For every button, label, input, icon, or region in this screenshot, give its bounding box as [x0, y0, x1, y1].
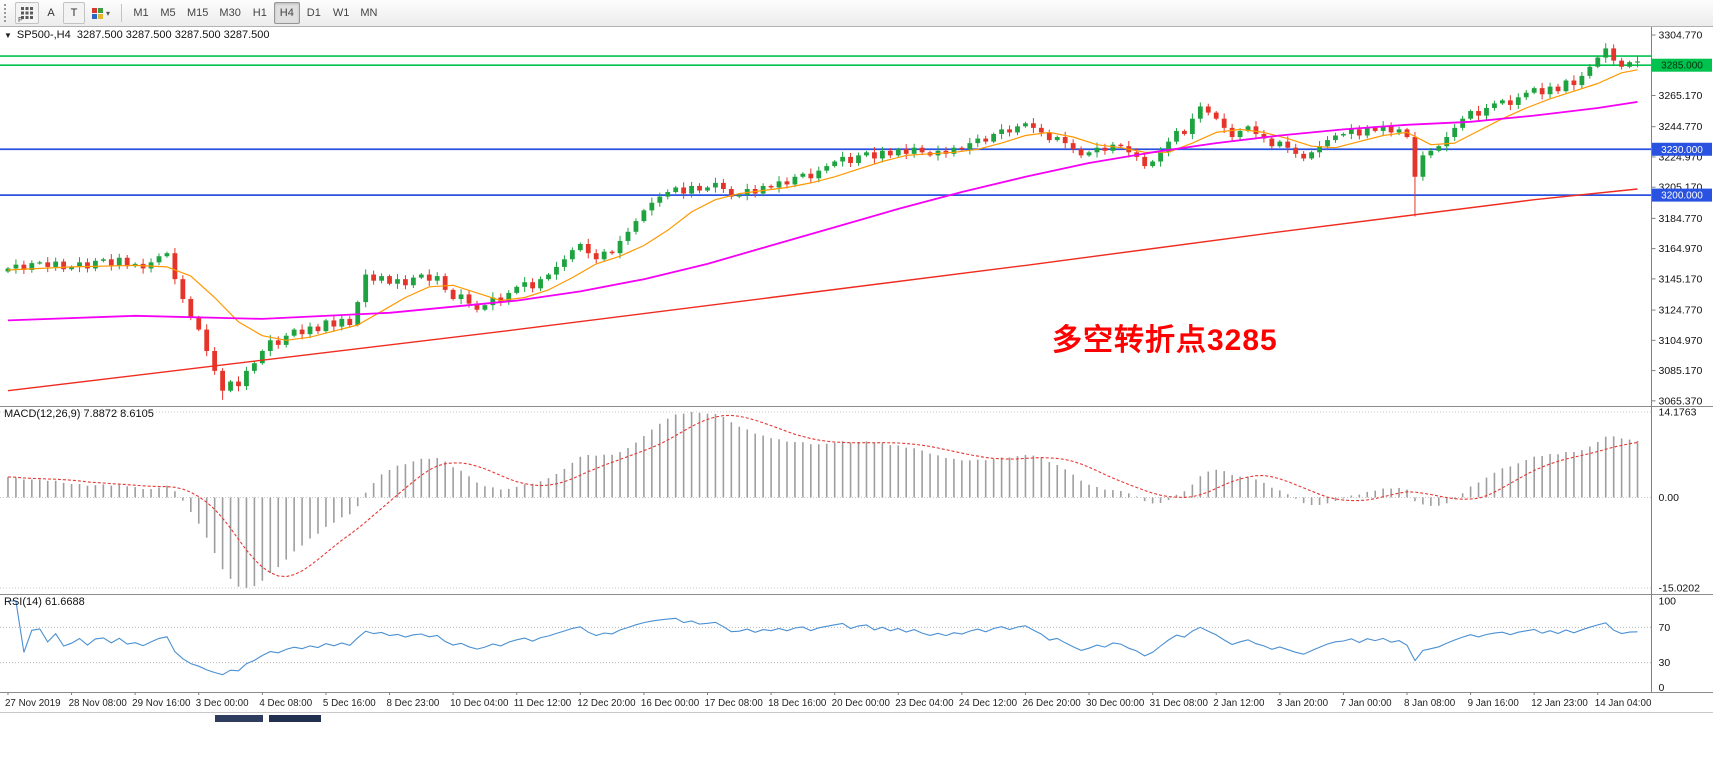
chart-grid-button[interactable]: F	[15, 2, 39, 24]
timeframe-mn-button[interactable]: MN	[355, 2, 382, 24]
svg-text:31 Dec 08:00: 31 Dec 08:00	[1150, 698, 1209, 709]
svg-text:8 Jan 08:00: 8 Jan 08:00	[1404, 698, 1456, 709]
palette-icon	[92, 7, 103, 19]
macd-canvas[interactable]: 14.1763 0.00 -15.0202	[0, 406, 1713, 594]
rsi-line	[8, 600, 1638, 676]
svg-text:23 Dec 04:00: 23 Dec 04:00	[895, 698, 954, 709]
macd-histogram	[7, 412, 1639, 588]
svg-text:29 Nov 16:00: 29 Nov 16:00	[132, 698, 191, 709]
svg-text:20 Dec 00:00: 20 Dec 00:00	[832, 698, 891, 709]
svg-text:18 Dec 16:00: 18 Dec 16:00	[768, 698, 827, 709]
svg-text:2 Jan 12:00: 2 Jan 12:00	[1213, 698, 1265, 709]
svg-text:5 Dec 16:00: 5 Dec 16:00	[323, 698, 376, 709]
svg-text:12 Dec 20:00: 12 Dec 20:00	[577, 698, 636, 709]
svg-text:28 Nov 08:00: 28 Nov 08:00	[69, 698, 128, 709]
cursor-a-button[interactable]: A	[40, 2, 62, 24]
timeframe-d1-button[interactable]: D1	[301, 2, 327, 24]
rsi-panel[interactable]: 100 70 30 0 RSI(14) 61.6688	[0, 594, 1713, 692]
price-chart-panel[interactable]: 3304.770 3265.170 3244.770 3224.970 3205.170…	[0, 27, 1713, 406]
svg-text:17 Dec 08:00: 17 Dec 08:00	[704, 698, 763, 709]
time-axis-canvas: 27 Nov 2019 28 Nov 08:00 29 Nov 16:00 3 Dec…	[0, 692, 1713, 709]
svg-text:3285.000: 3285.000	[1661, 61, 1703, 72]
svg-text:24 Dec 12:00: 24 Dec 12:00	[959, 698, 1018, 709]
collapse-arrow-icon[interactable]: ▼	[4, 30, 12, 40]
price-badge	[1652, 188, 1712, 202]
macd-signal-line	[7, 414, 1638, 578]
macd-header: MACD(12,26,9) 7.8872 8.6105	[4, 408, 154, 420]
bottom-tab-stub[interactable]	[215, 715, 263, 722]
toolbar-grip[interactable]	[4, 4, 10, 22]
svg-text:-15.0202: -15.0202	[1659, 583, 1701, 595]
ma-medium-magenta-line	[7, 101, 1638, 322]
text-tool-button[interactable]: T	[63, 2, 85, 24]
rsi-header: RSI(14) 61.6688	[4, 596, 85, 608]
svg-text:70: 70	[1659, 622, 1671, 634]
candles-layer	[5, 43, 1640, 400]
svg-text:26 Dec 20:00: 26 Dec 20:00	[1022, 698, 1081, 709]
svg-text:0: 0	[1659, 682, 1665, 692]
macd-panel[interactable]: 14.1763 0.00 -15.0202 MACD(12,26,9) 7.8872…	[0, 406, 1713, 594]
timeframe-h1-button[interactable]: H1	[247, 2, 273, 24]
price-badge	[1652, 58, 1712, 72]
time-axis[interactable]: 27 Nov 2019 28 Nov 08:00 29 Nov 16:00 3 Dec…	[0, 692, 1713, 712]
svg-text:3145.170: 3145.170	[1659, 273, 1703, 285]
timeframe-w1-button[interactable]: W1	[328, 2, 355, 24]
toolbar: F A T ▾ M1 M5 M15 M30 H1 H4 D1 W1 MN	[0, 0, 1713, 27]
bottom-strip	[0, 712, 1713, 778]
svg-text:3230.000: 3230.000	[1661, 145, 1703, 156]
rsi-canvas[interactable]: 100 70 30 0	[0, 594, 1713, 692]
svg-text:3065.370: 3065.370	[1659, 395, 1703, 406]
svg-text:3 Jan 20:00: 3 Jan 20:00	[1277, 698, 1329, 709]
chevron-down-icon: ▾	[106, 8, 111, 18]
svg-text:27 Nov 2019: 27 Nov 2019	[5, 698, 61, 709]
timeframe-m30-button[interactable]: M30	[214, 2, 245, 24]
bottom-tab-stub[interactable]	[269, 715, 321, 722]
svg-text:8 Dec 23:00: 8 Dec 23:00	[387, 698, 440, 709]
svg-text:3304.770: 3304.770	[1659, 29, 1703, 41]
grid-icon	[21, 7, 33, 19]
timeframe-m5-button[interactable]: M5	[155, 2, 181, 24]
svg-text:11 Dec 12:00: 11 Dec 12:00	[514, 698, 572, 709]
svg-text:16 Dec 00:00: 16 Dec 00:00	[641, 698, 700, 709]
timeframe-group: M1 M5 M15 M30 H1 H4 D1 W1 MN	[128, 2, 382, 24]
svg-text:3200.000: 3200.000	[1661, 191, 1703, 202]
svg-text:3085.170: 3085.170	[1659, 365, 1703, 377]
symbol-ohlc-text: SP500-,H4 3287.500 3287.500 3287.500 328…	[16, 29, 270, 41]
colors-button[interactable]: ▾	[86, 2, 115, 24]
svg-text:3104.970: 3104.970	[1659, 335, 1703, 347]
price-badge	[1652, 142, 1712, 156]
grid-button-sub-label: F	[18, 15, 23, 24]
svg-text:3265.170: 3265.170	[1659, 90, 1703, 102]
svg-text:7 Jan 00:00: 7 Jan 00:00	[1340, 698, 1392, 709]
svg-text:30 Dec 00:00: 30 Dec 00:00	[1086, 698, 1145, 709]
toolbar-separator	[121, 4, 123, 22]
svg-text:12 Jan 23:00: 12 Jan 23:00	[1531, 698, 1588, 709]
svg-text:30: 30	[1659, 657, 1671, 669]
ma-fast-orange-line	[7, 69, 1638, 341]
price-chart-canvas[interactable]: 3304.7703265.1703244.7703224.9703205.170…	[0, 27, 1713, 406]
svg-text:0.00: 0.00	[1659, 492, 1680, 504]
svg-text:100: 100	[1659, 596, 1677, 608]
ma-slow-red-line	[7, 188, 1638, 392]
svg-text:3 Dec 00:00: 3 Dec 00:00	[196, 698, 249, 709]
svg-text:3244.770: 3244.770	[1659, 121, 1703, 133]
svg-text:14.1763: 14.1763	[1659, 407, 1697, 419]
timeframe-m15-button[interactable]: M15	[182, 2, 213, 24]
chart-annotation: 多空转折点3285	[1052, 324, 1278, 357]
symbol-header: ▼ SP500-,H4 3287.500 3287.500 3287.500 32…	[4, 29, 270, 41]
horizontal-lines	[0, 55, 1652, 197]
svg-text:4 Dec 08:00: 4 Dec 08:00	[259, 698, 312, 709]
svg-text:3124.770: 3124.770	[1659, 305, 1703, 317]
timeframe-m1-button[interactable]: M1	[128, 2, 154, 24]
price-axis[interactable]: 3304.7703265.1703244.7703224.9703205.170…	[1651, 27, 1713, 406]
svg-text:10 Dec 04:00: 10 Dec 04:00	[450, 698, 509, 709]
svg-text:9 Jan 16:00: 9 Jan 16:00	[1468, 698, 1520, 709]
svg-text:14 Jan 04:00: 14 Jan 04:00	[1595, 698, 1652, 709]
svg-text:3164.970: 3164.970	[1659, 243, 1703, 255]
svg-text:3184.770: 3184.770	[1659, 213, 1703, 225]
timeframe-h4-button[interactable]: H4	[273, 2, 300, 24]
